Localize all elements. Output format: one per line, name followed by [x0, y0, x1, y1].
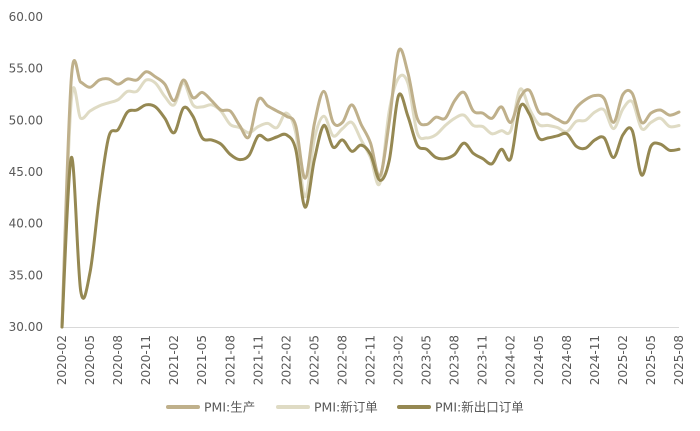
x-tick-label: 2025-02: [616, 335, 630, 385]
x-tick-label: 2022-02: [279, 335, 293, 385]
x-tick-label: 2025-08: [672, 335, 686, 385]
x-tick-label: 2020-08: [111, 335, 125, 385]
legend-label-1: PMI:生产: [204, 400, 255, 415]
x-tick-label: 2024-08: [560, 335, 574, 385]
y-axis-ticks: 30.00 35.00 40.00 45.00 50.00 55.00 60.00: [9, 10, 43, 334]
x-tick-label: 2022-08: [335, 335, 349, 385]
series-line-1: [60, 47, 681, 329]
x-tick-label: 2023-02: [392, 335, 406, 385]
x-tick-label: 2023-08: [448, 335, 462, 385]
y-tick-label: 50.00: [9, 113, 43, 127]
legend: PMI:生产 PMI:新订单 PMI:新出口订单: [166, 400, 524, 415]
legend-label-3: PMI:新出口订单: [435, 400, 524, 415]
x-tick-label: 2025-05: [644, 335, 658, 385]
x-tick-label: 2023-11: [476, 335, 490, 385]
y-tick-label: 40.00: [9, 217, 43, 231]
x-tick-label: 2024-02: [504, 335, 518, 385]
x-tick-label: 2024-11: [588, 335, 602, 385]
x-tick-label: 2021-05: [195, 335, 209, 385]
x-tick-label: 2020-11: [139, 335, 153, 385]
legend-label-2: PMI:新订单: [314, 400, 378, 415]
x-tick-label: 2020-02: [55, 335, 69, 385]
x-axis-ticks: 2020-02 2020-05 2020-08 2020-11 2021-02 2021-…: [55, 335, 686, 385]
series-line-3: [60, 92, 681, 329]
y-tick-label: 30.00: [9, 320, 43, 334]
x-tick-label: 2023-05: [420, 335, 434, 385]
x-tick-label: 2022-11: [364, 335, 378, 385]
series-lines: [60, 47, 681, 329]
y-tick-label: 45.00: [9, 165, 43, 179]
x-tick-label: 2022-05: [307, 335, 321, 385]
y-tick-label: 60.00: [9, 10, 43, 24]
x-tick-label: 2024-05: [532, 335, 546, 385]
series-line-2: [60, 73, 681, 329]
y-tick-label: 35.00: [9, 268, 43, 282]
x-tick-label: 2021-02: [167, 335, 181, 385]
x-tick-label: 2020-05: [83, 335, 97, 385]
y-tick-label: 55.00: [9, 62, 43, 76]
x-tick-label: 2021-08: [223, 335, 237, 385]
x-tick-label: 2021-11: [251, 335, 265, 385]
